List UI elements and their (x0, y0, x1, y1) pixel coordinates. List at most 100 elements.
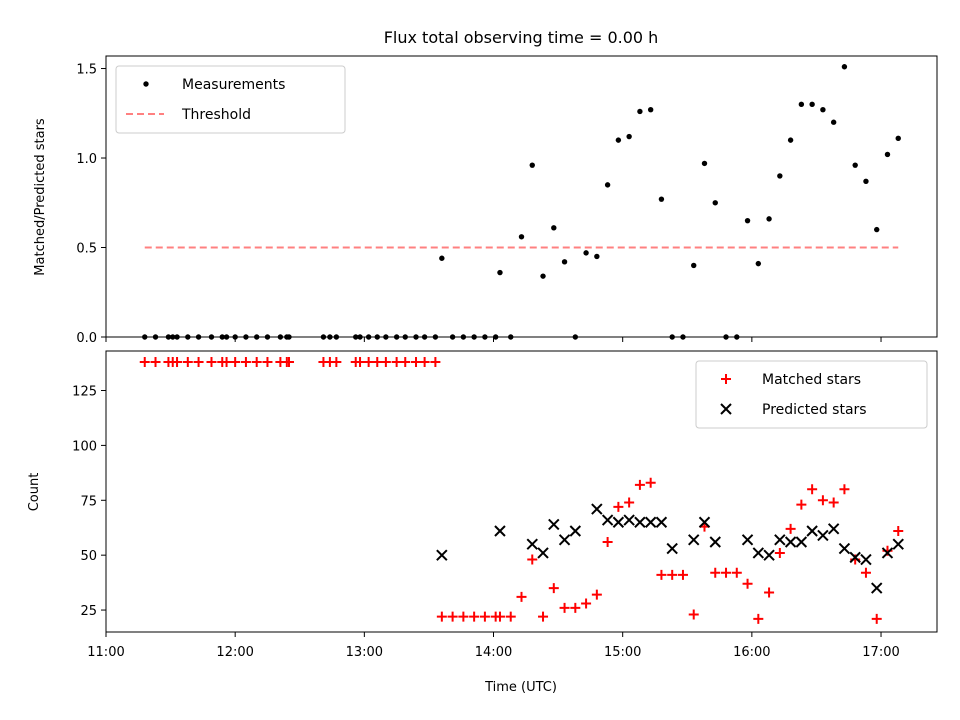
x-tick-label: 15:00 (604, 645, 641, 660)
predicted-star-marker (548, 518, 560, 531)
matched-star-marker (331, 356, 342, 367)
measurement-point (895, 135, 901, 142)
measurement-point (691, 262, 697, 269)
legend: Matched stars Predicted stars (695, 360, 928, 429)
legend-label: Predicted stars (762, 402, 867, 418)
matched-star-marker (645, 477, 656, 488)
measurement-point (658, 196, 665, 202)
matched-star-marker (251, 356, 262, 367)
matched-star-marker (581, 598, 592, 609)
matched-star-marker (721, 567, 732, 578)
measurement-point (841, 64, 848, 70)
matched-star-marker (796, 499, 807, 510)
measurement-point (647, 106, 654, 113)
y-tick-label: 125 (72, 385, 97, 400)
measurement-point (798, 101, 805, 108)
predicted-star-marker (741, 534, 754, 546)
matched-star-marker (494, 611, 505, 622)
matched-star-marker (570, 602, 581, 613)
measurement-point (712, 200, 718, 206)
y-tick-label: 0.5 (76, 242, 97, 257)
matched-star-marker (447, 611, 458, 622)
predicted-star-marker (494, 525, 506, 537)
predicted-star-marker (860, 553, 872, 566)
matched-star-marker (613, 501, 624, 512)
plot-frame (105, 350, 938, 633)
matched-star-marker (527, 554, 538, 565)
matched-star-marker (860, 567, 871, 578)
predicted-star-marker (892, 538, 904, 550)
x-tick-label: 12:00 (216, 645, 253, 660)
matched-star-marker (807, 484, 818, 495)
matched-star-marker (391, 356, 402, 367)
x-tick-label: 16:00 (733, 645, 770, 660)
matched-star-marker (458, 611, 469, 622)
measurement-point (497, 269, 503, 276)
matched-star-marker (688, 609, 699, 620)
y-tick-label: 100 (72, 439, 97, 454)
predicted-star-marker (569, 525, 582, 537)
chart-title: Flux total observing time = 0.00 h (384, 28, 659, 47)
predicted-star-marker (806, 525, 818, 537)
matched-star-marker (602, 536, 613, 547)
matched-star-marker (516, 591, 527, 602)
measurement-point (820, 106, 826, 113)
matched-star-marker (505, 611, 516, 622)
matched-star-marker (172, 356, 183, 367)
matched-star-marker (828, 497, 839, 508)
y-tick-label: 1.0 (76, 152, 97, 167)
predicted-star-marker (838, 542, 851, 555)
legend-box (695, 360, 928, 429)
measurement-point (809, 101, 815, 108)
measurement-point (777, 173, 783, 179)
measurement-point (529, 162, 535, 168)
measurement-point (863, 178, 869, 184)
predicted-star-marker (526, 538, 538, 550)
matched-star-marker (206, 356, 217, 367)
measurement-point (637, 108, 643, 115)
matched-star-marker (710, 567, 721, 578)
y-tick-label: 1.5 (76, 63, 97, 78)
legend: Measurements Threshold (115, 65, 346, 134)
matched-star-marker (372, 356, 383, 367)
predicted-star-marker (827, 523, 840, 535)
matched-star-marker (469, 611, 480, 622)
x-axis-label: Time (UTC) (484, 680, 557, 695)
matched-star-marker (150, 356, 161, 367)
matched-star-marker (479, 611, 490, 622)
x-tick-label: 13:00 (346, 645, 383, 660)
measurement-point (540, 273, 546, 279)
predicted-star-marker (795, 536, 808, 548)
matched-star-marker (538, 611, 549, 622)
matched-star-marker (436, 611, 447, 622)
matched-star-marker (380, 356, 391, 367)
matched-star-marker (764, 587, 775, 598)
predicted-star-marker (634, 516, 646, 528)
series-matched-stars (139, 356, 904, 624)
matched-star-marker (230, 356, 241, 367)
matched-star-marker (667, 569, 678, 580)
matched-star-marker (419, 356, 430, 367)
matched-star-marker (221, 356, 232, 367)
matched-star-marker (548, 583, 559, 594)
measurement-point (615, 137, 622, 143)
matched-star-marker (411, 356, 422, 367)
matched-star-marker (774, 547, 785, 558)
matched-star-marker (893, 526, 904, 537)
measurement-point (744, 217, 751, 224)
x-tick-label: 17:00 (862, 645, 899, 660)
matched-star-marker (355, 356, 366, 367)
predicted-star-marker (655, 516, 668, 528)
predicted-star-marker (881, 547, 894, 559)
legend-label: Threshold (181, 107, 251, 123)
measurement-point (594, 253, 600, 260)
legend-marker-matched (721, 374, 731, 384)
legend-label: Measurements (182, 77, 285, 93)
y-tick-label: 0.0 (76, 331, 97, 346)
matched-star-marker (400, 356, 411, 367)
bottom-y-axis-label: Count (27, 473, 42, 512)
measurement-point (583, 250, 589, 256)
predicted-star-marker (601, 514, 614, 526)
matched-star-marker (283, 356, 294, 367)
